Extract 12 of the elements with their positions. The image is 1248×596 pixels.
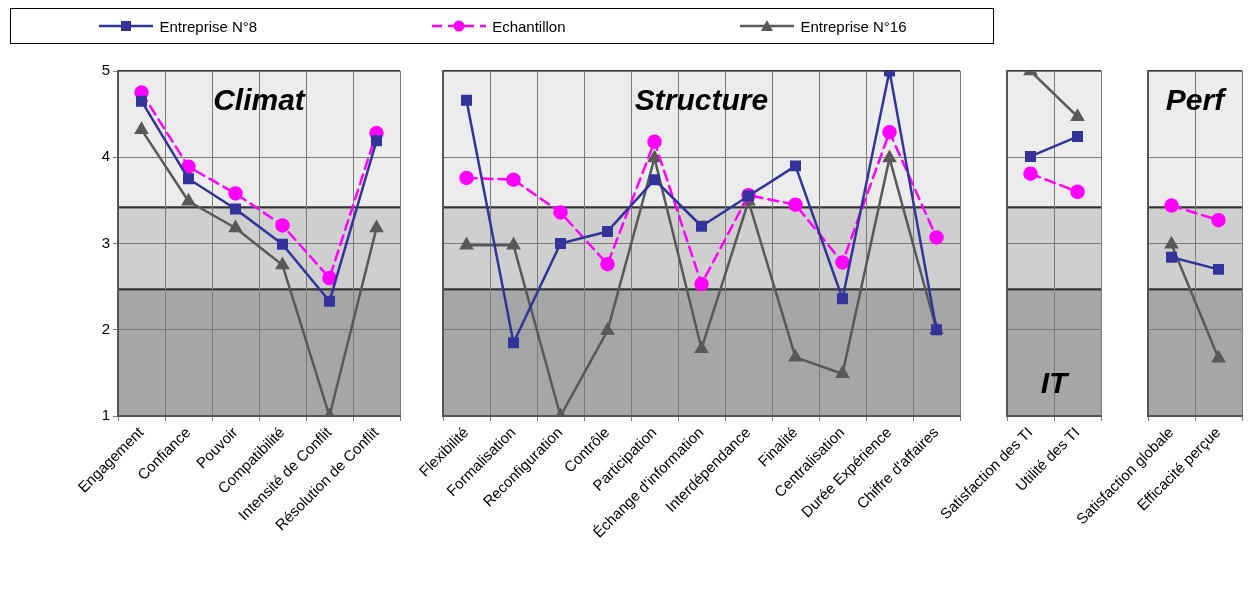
y-tick-label: 3 xyxy=(101,233,110,251)
y-tick-label: 4 xyxy=(101,147,110,165)
chart-title: Climat xyxy=(213,83,307,117)
chart-title: Perf xyxy=(1165,83,1228,117)
legend-label: Entreprise N°16 xyxy=(800,17,907,35)
y-tick-label: 2 xyxy=(101,319,110,337)
text: IT xyxy=(1040,366,1070,400)
y-tick-label: 5 xyxy=(101,61,110,79)
chart-title: Structure xyxy=(634,83,769,117)
y-tick-label: 1 xyxy=(101,406,110,424)
legend-label: Entreprise N°8 xyxy=(159,17,258,35)
legend-label: Echantillon xyxy=(492,17,566,35)
